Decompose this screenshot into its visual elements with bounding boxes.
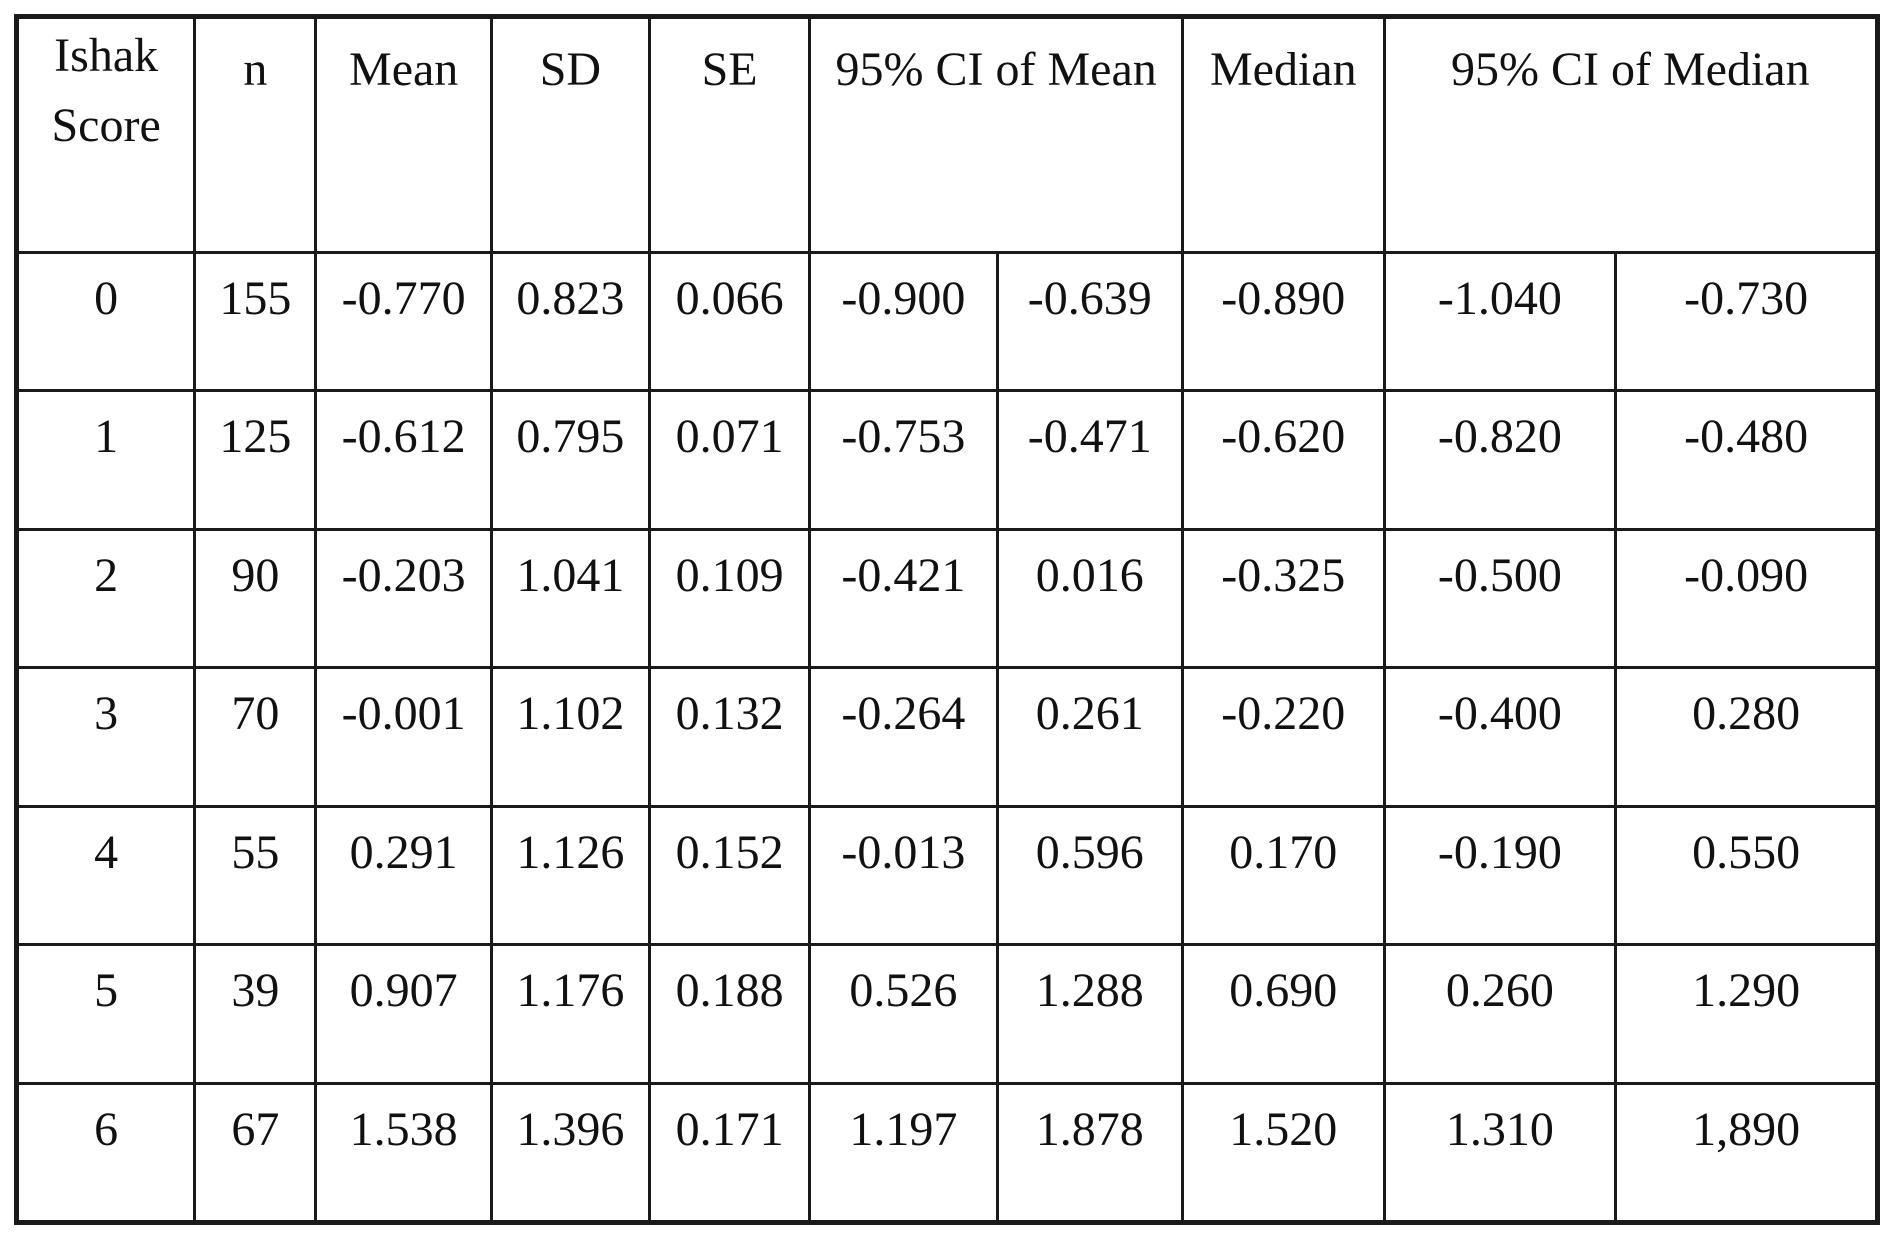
cell-ci-median-upper: 1.290 (1616, 945, 1878, 1083)
cell-n: 70 (195, 668, 316, 806)
cell-se: 0.171 (649, 1083, 809, 1222)
header-se: SE (649, 17, 809, 253)
cell-se: 0.066 (649, 253, 809, 391)
header-n: n (195, 17, 316, 253)
cell-sd: 1.396 (491, 1083, 649, 1222)
table-row: 5 39 0.907 1.176 0.188 0.526 1.288 0.690… (17, 945, 1878, 1083)
cell-n: 39 (195, 945, 316, 1083)
cell-se: 0.152 (649, 806, 809, 944)
cell-se: 0.188 (649, 945, 809, 1083)
cell-n: 67 (195, 1083, 316, 1222)
cell-sd: 1.041 (491, 529, 649, 667)
cell-ishak-score: 5 (17, 945, 195, 1083)
header-ci-median: 95% CI of Median (1384, 17, 1877, 253)
cell-sd: 0.795 (491, 391, 649, 529)
cell-ishak-score: 2 (17, 529, 195, 667)
table-row: 1 125 -0.612 0.795 0.071 -0.753 -0.471 -… (17, 391, 1878, 529)
cell-ci-mean-lower: -0.900 (810, 253, 997, 391)
cell-median: -0.325 (1183, 529, 1385, 667)
cell-ci-mean-lower: 0.526 (810, 945, 997, 1083)
cell-ci-median-lower: -0.500 (1384, 529, 1616, 667)
header-label: 95% CI of Mean (815, 39, 1177, 100)
cell-ishak-score: 3 (17, 668, 195, 806)
cell-sd: 0.823 (491, 253, 649, 391)
cell-ci-median-upper: -0.480 (1616, 391, 1878, 529)
cell-mean: -0.612 (316, 391, 491, 529)
cell-ci-mean-upper: -0.471 (997, 391, 1183, 529)
header-label: Ishak Score (23, 21, 189, 160)
cell-se: 0.071 (649, 391, 809, 529)
cell-n: 155 (195, 253, 316, 391)
table-header: Ishak Score n Mean SD SE 95% CI of Mean … (17, 17, 1878, 253)
table-row: 6 67 1.538 1.396 0.171 1.197 1.878 1.520… (17, 1083, 1878, 1222)
cell-ci-mean-upper: 0.261 (997, 668, 1183, 806)
cell-median: 0.170 (1183, 806, 1385, 944)
cell-sd: 1.102 (491, 668, 649, 806)
header-sd: SD (491, 17, 649, 253)
cell-ci-median-lower: -1.040 (1384, 253, 1616, 391)
cell-n: 125 (195, 391, 316, 529)
cell-ishak-score: 0 (17, 253, 195, 391)
cell-median: -0.620 (1183, 391, 1385, 529)
cell-median: 1.520 (1183, 1083, 1385, 1222)
header-ishak-score: Ishak Score (17, 17, 195, 253)
cell-ci-mean-lower: -0.013 (810, 806, 997, 944)
cell-ishak-score: 6 (17, 1083, 195, 1222)
header-label: n (200, 39, 310, 100)
cell-ishak-score: 1 (17, 391, 195, 529)
cell-n: 90 (195, 529, 316, 667)
cell-ci-mean-upper: 0.016 (997, 529, 1183, 667)
cell-mean: 1.538 (316, 1083, 491, 1222)
header-ci-mean: 95% CI of Mean (810, 17, 1183, 253)
cell-ci-mean-upper: 0.596 (997, 806, 1183, 944)
ishak-score-statistics-table: Ishak Score n Mean SD SE 95% CI of Mean … (14, 14, 1880, 1225)
table-row: 4 55 0.291 1.126 0.152 -0.013 0.596 0.17… (17, 806, 1878, 944)
statistics-table-container: Ishak Score n Mean SD SE 95% CI of Mean … (14, 14, 1880, 1225)
cell-mean: -0.770 (316, 253, 491, 391)
header-label: 95% CI of Median (1390, 39, 1871, 100)
header-label: SE (655, 39, 804, 100)
cell-ci-mean-upper: 1.288 (997, 945, 1183, 1083)
cell-median: 0.690 (1183, 945, 1385, 1083)
table-row: 2 90 -0.203 1.041 0.109 -0.421 0.016 -0.… (17, 529, 1878, 667)
cell-ishak-score: 4 (17, 806, 195, 944)
cell-ci-mean-lower: -0.421 (810, 529, 997, 667)
cell-mean: -0.001 (316, 668, 491, 806)
cell-se: 0.109 (649, 529, 809, 667)
table-row: 3 70 -0.001 1.102 0.132 -0.264 0.261 -0.… (17, 668, 1878, 806)
header-median: Median (1183, 17, 1385, 253)
table-body: 0 155 -0.770 0.823 0.066 -0.900 -0.639 -… (17, 253, 1878, 1223)
cell-mean: 0.907 (316, 945, 491, 1083)
cell-ci-median-upper: 0.550 (1616, 806, 1878, 944)
cell-mean: 0.291 (316, 806, 491, 944)
cell-ci-median-upper: 0.280 (1616, 668, 1878, 806)
cell-ci-median-upper: 1,890 (1616, 1083, 1878, 1222)
cell-ci-median-lower: 0.260 (1384, 945, 1616, 1083)
header-label: SD (497, 39, 644, 100)
cell-ci-mean-lower: 1.197 (810, 1083, 997, 1222)
cell-ci-mean-lower: -0.264 (810, 668, 997, 806)
cell-ci-median-upper: -0.090 (1616, 529, 1878, 667)
header-row: Ishak Score n Mean SD SE 95% CI of Mean … (17, 17, 1878, 253)
table-row: 0 155 -0.770 0.823 0.066 -0.900 -0.639 -… (17, 253, 1878, 391)
cell-sd: 1.126 (491, 806, 649, 944)
header-mean: Mean (316, 17, 491, 253)
cell-ci-mean-upper: 1.878 (997, 1083, 1183, 1222)
cell-ci-mean-lower: -0.753 (810, 391, 997, 529)
header-label: Median (1188, 39, 1379, 100)
cell-mean: -0.203 (316, 529, 491, 667)
cell-ci-median-upper: -0.730 (1616, 253, 1878, 391)
cell-se: 0.132 (649, 668, 809, 806)
cell-ci-median-lower: 1.310 (1384, 1083, 1616, 1222)
cell-ci-median-lower: -0.400 (1384, 668, 1616, 806)
cell-ci-median-lower: -0.190 (1384, 806, 1616, 944)
header-label: Mean (321, 39, 485, 100)
cell-n: 55 (195, 806, 316, 944)
cell-ci-median-lower: -0.820 (1384, 391, 1616, 529)
cell-ci-mean-upper: -0.639 (997, 253, 1183, 391)
cell-median: -0.220 (1183, 668, 1385, 806)
cell-median: -0.890 (1183, 253, 1385, 391)
cell-sd: 1.176 (491, 945, 649, 1083)
